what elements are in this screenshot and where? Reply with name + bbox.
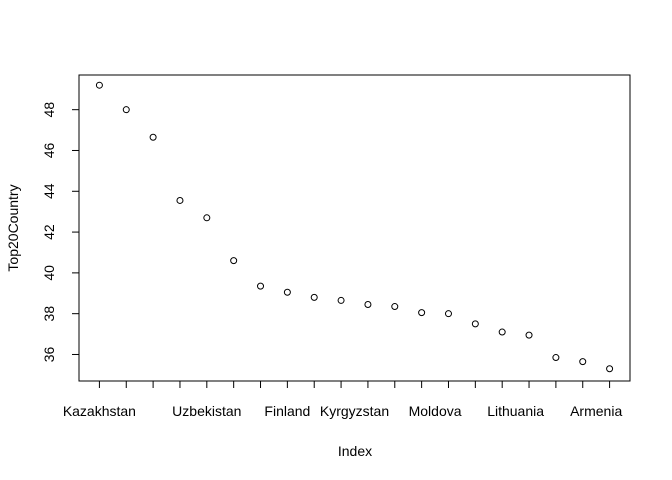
- x-axis-label: Index: [338, 443, 372, 459]
- x-tick-label: Kazakhstan: [63, 403, 136, 419]
- y-axis: 36 38 40 42 44 46 48: [41, 102, 80, 363]
- data-point: [337, 296, 345, 304]
- data-point: [444, 310, 452, 318]
- x-tick-label: Lithuania: [487, 403, 544, 419]
- data-points: [95, 81, 614, 373]
- y-axis-label: Top20Country: [5, 184, 21, 271]
- data-point: [606, 365, 614, 373]
- x-tick-labels: Kazakhstan Uzbekistan Finland Kyrgyzstan Mol…: [63, 403, 623, 419]
- x-tick-label: Finland: [264, 403, 310, 419]
- data-point: [498, 328, 506, 336]
- y-tick-labels: 36 38 40 42 44 46 48: [41, 102, 57, 363]
- data-point: [364, 301, 372, 308]
- y-tick-label: 36: [41, 346, 57, 362]
- y-tick-label: 40: [41, 265, 57, 281]
- y-tick-label: 46: [41, 142, 57, 158]
- data-point: [552, 354, 560, 362]
- x-tick-label: Moldova: [409, 403, 462, 419]
- data-point: [310, 293, 318, 301]
- x-tick-label: Uzbekistan: [172, 403, 241, 419]
- data-point: [471, 320, 479, 328]
- data-point: [203, 214, 211, 222]
- x-tick-label: Armenia: [570, 403, 622, 419]
- y-tick-label: 42: [41, 224, 57, 240]
- y-tick-label: 48: [41, 102, 57, 118]
- y-tick-label: 44: [41, 183, 57, 199]
- y-ticks: [72, 109, 79, 355]
- data-point: [283, 288, 291, 296]
- data-point: [391, 303, 399, 311]
- data-point: [95, 81, 103, 89]
- data-point: [149, 133, 157, 141]
- data-point: [418, 309, 426, 317]
- data-point: [230, 257, 238, 265]
- data-point: [122, 106, 130, 114]
- x-ticks: [98, 381, 611, 388]
- x-axis: Kazakhstan Uzbekistan Finland Kyrgyzstan Mol…: [63, 380, 623, 419]
- data-point: [579, 358, 587, 366]
- data-point: [257, 282, 265, 290]
- plot-frame: [78, 74, 631, 382]
- y-tick-label: 38: [41, 306, 57, 322]
- data-point: [525, 331, 533, 339]
- x-tick-label: Kyrgyzstan: [320, 403, 389, 419]
- data-point: [176, 196, 184, 204]
